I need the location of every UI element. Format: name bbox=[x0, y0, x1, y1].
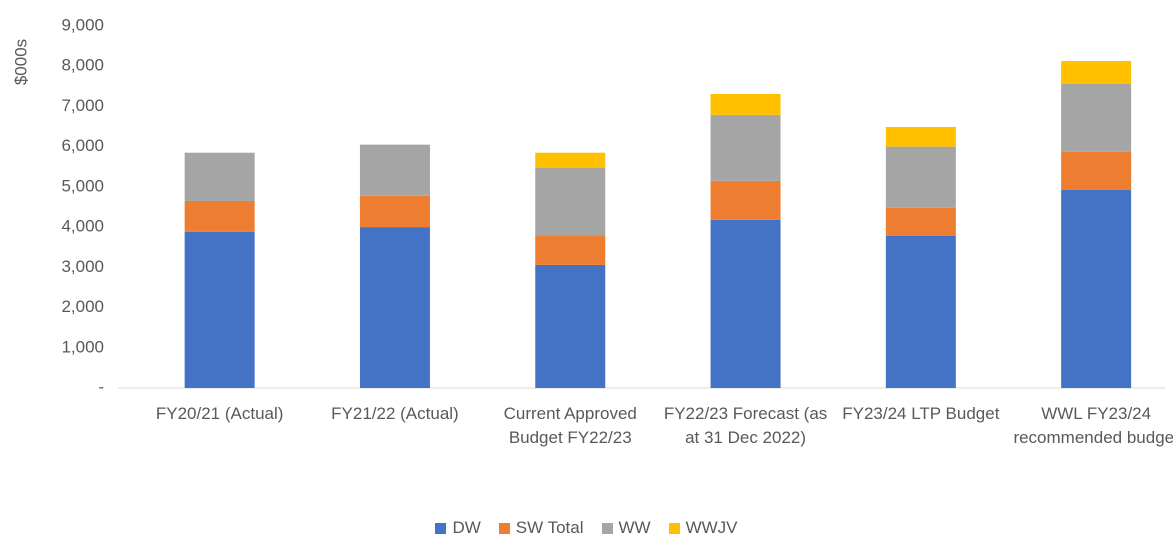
x-tick-label: FY23/24 LTP Budget bbox=[842, 404, 1000, 423]
bar-segment bbox=[710, 114, 781, 181]
x-tick-label: FY22/23 Forecast (as at 31 Dec 2022) bbox=[663, 404, 828, 447]
legend-item: WW bbox=[601, 518, 651, 538]
bar-segment bbox=[1061, 60, 1132, 84]
legend: DW SW Total WW WWJV bbox=[0, 518, 1173, 538]
y-tick-label: 4,000 bbox=[61, 217, 104, 236]
y-tick-label: - bbox=[98, 377, 104, 396]
legend-item: SW Total bbox=[498, 518, 584, 538]
bar-segment bbox=[359, 227, 430, 388]
bar-segment bbox=[535, 167, 606, 236]
bar-segment bbox=[359, 144, 430, 196]
bar-segment bbox=[885, 126, 956, 147]
x-tick-label: WWL FY23/24 recommended budget bbox=[1013, 404, 1173, 447]
legend-label: WW bbox=[618, 518, 651, 537]
y-axis-label: $000s bbox=[11, 39, 30, 85]
bar-segment bbox=[710, 93, 781, 115]
y-tick-label: 9,000 bbox=[61, 15, 104, 34]
y-tick-label: 1,000 bbox=[61, 337, 104, 356]
y-tick-label: 8,000 bbox=[61, 56, 104, 75]
legend-item: WWJV bbox=[668, 518, 738, 538]
plot: $000s - 1,000 2,000 3,000 4,000 5,000 6,000 7,0… bbox=[11, 15, 1165, 396]
legend-swatch bbox=[668, 522, 680, 534]
bar-segment bbox=[1061, 83, 1132, 152]
bar-segment bbox=[535, 264, 606, 388]
bar-segment bbox=[359, 195, 430, 228]
y-tick-label: 6,000 bbox=[61, 136, 104, 155]
bar-segment bbox=[885, 207, 956, 236]
y-tick-label: 5,000 bbox=[61, 176, 104, 195]
legend-swatch bbox=[498, 522, 510, 534]
y-tick-label: 7,000 bbox=[61, 96, 104, 115]
bar-segment bbox=[535, 235, 606, 265]
y-tick-label: 2,000 bbox=[61, 297, 104, 316]
legend-swatch bbox=[435, 522, 447, 534]
bar-segment bbox=[184, 152, 255, 201]
bar-segment bbox=[710, 219, 781, 388]
legend-label: DW bbox=[452, 518, 481, 537]
bar-segment bbox=[1061, 189, 1132, 388]
x-tick-label: FY20/21 (Actual) bbox=[155, 404, 284, 423]
legend-label: WWJV bbox=[685, 518, 738, 537]
legend-swatch bbox=[601, 522, 613, 534]
bar-segment bbox=[885, 235, 956, 388]
bar-segment bbox=[1061, 151, 1132, 190]
x-tick-label: Current Approved Budget FY22/23 bbox=[503, 404, 637, 447]
bar-segment bbox=[535, 152, 606, 168]
bar-segment bbox=[184, 231, 255, 388]
bar-segment bbox=[885, 146, 956, 208]
bar-segment bbox=[184, 200, 255, 232]
legend-label: SW Total bbox=[515, 518, 584, 537]
bar-segment bbox=[710, 180, 781, 220]
legend-item: DW bbox=[435, 518, 481, 538]
y-tick-label: 3,000 bbox=[61, 257, 104, 276]
x-tick-label: FY21/22 (Actual) bbox=[331, 404, 459, 423]
